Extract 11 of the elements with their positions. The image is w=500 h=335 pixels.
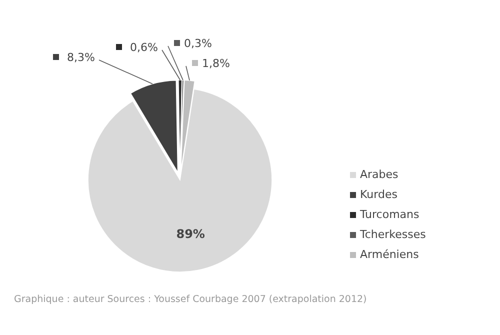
data-label: 0,3% [184,37,212,50]
data-label: 8,3% [67,51,95,64]
legend-label: Arméniens [360,248,420,261]
legend-label: Kurdes [360,188,398,201]
data-label: 1,8% [202,57,230,70]
data-label: 89% [176,227,205,242]
legend-label: Tcherkesses [359,228,426,241]
legend-label: Arabes [360,168,399,181]
legend-label: Turcomans [359,208,420,221]
text: Graphique : auteur Sources : Youssef Courbage 2007 (extrapolation 2012) [14,294,367,305]
data-label: 0,6% [130,41,158,54]
